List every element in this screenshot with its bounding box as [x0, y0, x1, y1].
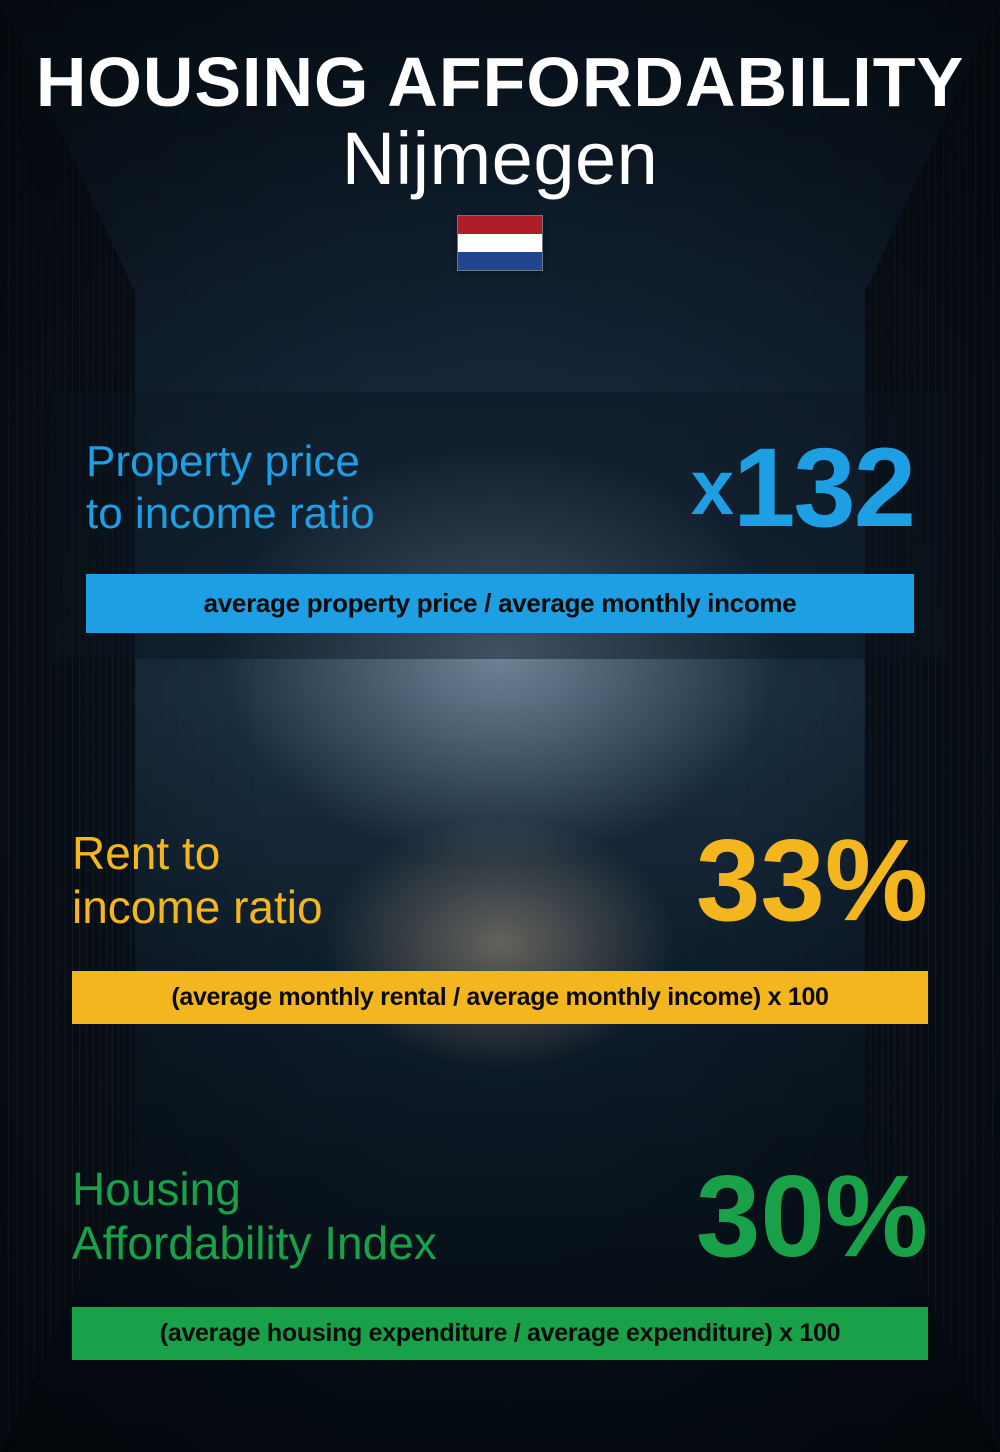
metric-value: 30% [696, 1164, 928, 1268]
metric-value-number: 132 [733, 425, 914, 550]
flag-stripe [458, 216, 542, 234]
metric-panel: Property price to income ratio x132 aver… [52, 392, 948, 659]
header: HOUSING AFFORDABILITY Nijmegen [0, 0, 1000, 271]
metric-row: Housing Affordability Index 30% [72, 1162, 928, 1271]
formula-bar: average property price / average monthly… [86, 574, 914, 633]
formula-bar: (average monthly rental / average monthl… [72, 971, 928, 1024]
metric-label: Housing Affordability Index [72, 1162, 437, 1271]
page-title: HOUSING AFFORDABILITY [0, 42, 1000, 122]
netherlands-flag-icon [457, 215, 543, 271]
content-layer: HOUSING AFFORDABILITY Nijmegen Property … [0, 0, 1000, 1452]
metric-section: Housing Affordability Index 30% (average… [72, 1162, 928, 1360]
metric-value-prefix: x [691, 443, 733, 531]
metric-value: 33% [696, 828, 928, 932]
formula-bar: (average housing expenditure / average e… [72, 1307, 928, 1360]
metric-row: Rent to income ratio 33% [72, 826, 928, 935]
metric-label: Property price to income ratio [86, 436, 375, 540]
flag-stripe [458, 252, 542, 270]
metric-value: x132 [691, 438, 914, 539]
metric-label: Rent to income ratio [72, 826, 323, 935]
page-subtitle: Nijmegen [0, 116, 1000, 201]
metric-section: Rent to income ratio 33% (average monthl… [72, 826, 928, 1024]
flag-stripe [458, 234, 542, 252]
metric-row: Property price to income ratio x132 [86, 436, 914, 540]
